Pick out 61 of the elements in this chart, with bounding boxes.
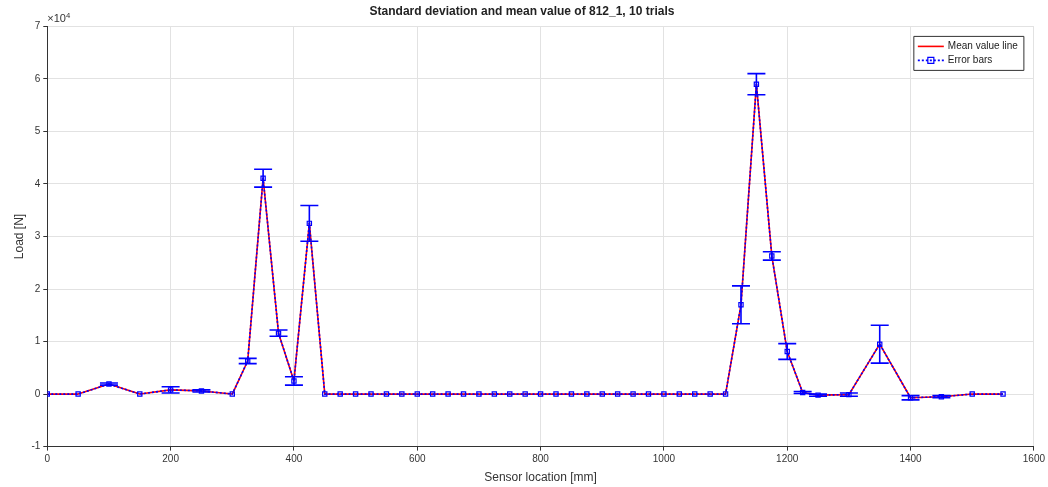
y-tick-label: 7 <box>34 20 41 32</box>
x-tick-label: 200 <box>162 453 180 465</box>
legend-label: Mean value line <box>947 40 1019 52</box>
y-tick-label: 2 <box>34 282 41 294</box>
point <box>692 391 698 397</box>
point <box>568 391 575 397</box>
x-tick-label: 1400 <box>899 453 923 465</box>
x-tick-label: 600 <box>408 453 427 465</box>
chart-title: Standard deviation and mean value of 812_1, 10 trials <box>369 3 675 18</box>
x-tick-label: 400 <box>285 453 303 465</box>
point <box>553 391 559 397</box>
point <box>661 391 667 397</box>
point <box>676 391 683 397</box>
point <box>322 391 328 397</box>
point <box>75 391 81 397</box>
point <box>352 391 359 397</box>
x-tick-label: 800 <box>532 453 550 465</box>
y-tick-label: -1 <box>31 440 41 452</box>
y-tick-label: 6 <box>34 72 41 84</box>
point <box>47 391 51 397</box>
point <box>460 391 467 397</box>
point <box>614 391 621 397</box>
y-tick-label: 4 <box>34 177 41 189</box>
point <box>969 391 975 397</box>
point <box>368 391 374 397</box>
point <box>337 391 343 397</box>
point <box>137 391 143 397</box>
x-tick-label: 1200 <box>776 453 799 465</box>
point <box>584 391 590 397</box>
point <box>399 391 405 397</box>
point <box>429 391 436 397</box>
point <box>1000 391 1006 397</box>
point <box>645 391 652 397</box>
point <box>753 81 760 87</box>
point <box>260 175 266 181</box>
point <box>722 391 729 397</box>
point <box>476 391 482 397</box>
x-tick-label: 0 <box>44 453 51 465</box>
legend-label: Error bars <box>947 54 993 66</box>
y-tick-label: 1 <box>34 335 41 347</box>
point <box>537 391 544 397</box>
x-tick-label: 1600 <box>1022 453 1046 465</box>
point <box>769 253 775 259</box>
x-tick-label: 1000 <box>652 453 676 465</box>
point <box>229 391 235 397</box>
point <box>445 391 451 397</box>
y-tick-label: 3 <box>34 230 41 242</box>
point <box>383 391 390 397</box>
x-axis-title: Sensor location [mm] <box>484 470 597 485</box>
point <box>599 391 605 397</box>
point <box>491 391 498 397</box>
point <box>507 391 513 397</box>
point <box>707 391 713 397</box>
point <box>414 391 420 397</box>
y-axis-title: Load [N] <box>11 213 26 260</box>
point <box>522 391 528 397</box>
point <box>291 378 297 384</box>
point <box>630 391 636 397</box>
y-tick-label: 5 <box>34 125 41 137</box>
y-tick-label: 0 <box>34 387 41 399</box>
point <box>738 302 744 308</box>
